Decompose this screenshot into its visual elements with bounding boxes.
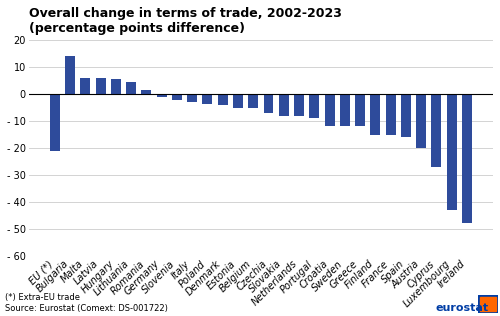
Bar xyxy=(340,94,350,126)
Bar xyxy=(65,57,75,94)
Bar xyxy=(432,94,442,167)
Bar xyxy=(264,94,274,113)
Bar xyxy=(172,94,182,100)
Bar xyxy=(126,82,136,94)
Bar xyxy=(447,94,456,210)
Bar xyxy=(324,94,334,126)
Bar xyxy=(142,90,152,94)
Bar xyxy=(294,94,304,116)
Bar xyxy=(233,94,243,108)
Bar xyxy=(111,79,121,94)
Bar xyxy=(401,94,411,137)
Bar xyxy=(370,94,380,135)
Bar xyxy=(202,94,212,104)
Bar xyxy=(156,94,166,97)
Bar xyxy=(480,297,496,311)
Bar xyxy=(187,94,197,102)
Text: Overall change in terms of trade, 2002-2023
(percentage points difference): Overall change in terms of trade, 2002-2… xyxy=(28,7,342,35)
Bar xyxy=(386,94,396,135)
Bar xyxy=(96,78,106,94)
Text: (*) Extra-EU trade
Source: Eurostat (Comext: DS-001722): (*) Extra-EU trade Source: Eurostat (Com… xyxy=(5,294,168,313)
Bar xyxy=(218,94,228,105)
Bar xyxy=(80,78,90,94)
Bar xyxy=(279,94,289,116)
Text: eurostat: eurostat xyxy=(435,303,488,313)
Bar xyxy=(416,94,426,148)
Bar xyxy=(462,94,472,223)
Bar xyxy=(355,94,365,126)
Bar xyxy=(248,94,258,108)
Bar xyxy=(50,94,60,151)
Bar xyxy=(310,94,320,118)
